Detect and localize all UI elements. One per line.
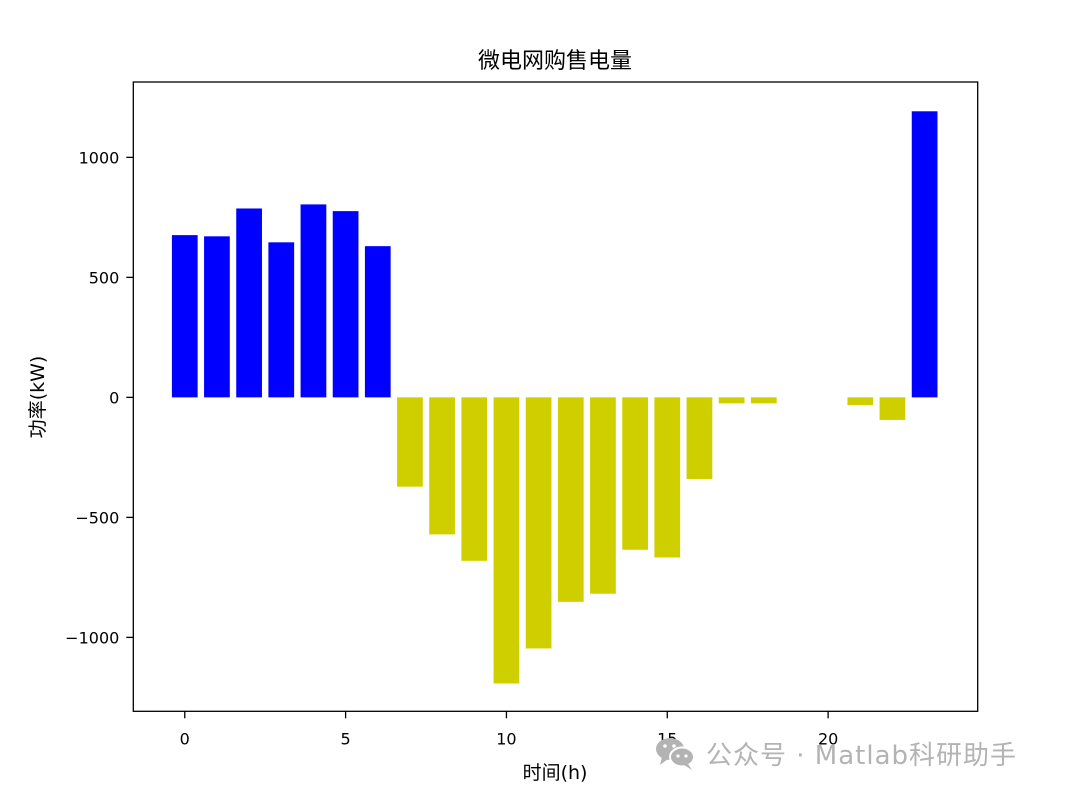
x-tick-label: 10 — [496, 729, 516, 748]
bar-hour-22 — [879, 397, 906, 420]
bar-hour-18 — [750, 397, 777, 404]
y-tick-label: 0 — [109, 388, 119, 407]
bar-hour-12 — [557, 397, 584, 602]
bar-hour-8 — [429, 397, 455, 535]
watermark: 公众号 · Matlab科研助手 — [654, 733, 1017, 773]
wechat-icon — [654, 735, 698, 771]
bar-hour-3 — [268, 242, 295, 398]
bar-hour-21 — [847, 397, 874, 406]
bar-hour-14 — [622, 397, 648, 550]
bar-hour-16 — [686, 397, 713, 479]
bar-hour-1 — [204, 236, 230, 398]
bar-hour-0 — [171, 235, 198, 398]
y-axis-ticks: −1000 −500 0 500 1000 — [65, 148, 134, 647]
y-axis-label: 功率(kW) — [27, 356, 49, 439]
bar-hour-11 — [525, 397, 552, 649]
x-tick-label: 0 — [180, 729, 190, 748]
chart-title: 微电网购售电量 — [478, 49, 632, 74]
axes-frame — [132, 81, 979, 712]
bar-hour-17 — [718, 397, 745, 404]
bar-hour-10 — [493, 397, 520, 684]
y-tick-label: −500 — [75, 508, 119, 527]
bar-hour-13 — [590, 397, 616, 594]
y-tick-label: 500 — [89, 268, 120, 287]
x-axis-label: 时间(h) — [523, 762, 588, 784]
x-tick-label: 20 — [818, 729, 838, 748]
bar-hour-6 — [364, 246, 391, 398]
y-tick-label: −1000 — [65, 628, 119, 647]
bar-hour-4 — [300, 204, 327, 398]
bars-group — [171, 111, 938, 684]
bar-hour-5 — [332, 211, 359, 398]
watermark-text: 公众号 · Matlab科研助手 — [706, 740, 1018, 771]
y-tick-label: 1000 — [79, 148, 120, 167]
bar-hour-9 — [461, 397, 488, 561]
bar-hour-15 — [654, 397, 681, 558]
bar-hour-23 — [911, 111, 938, 398]
x-tick-label: 5 — [341, 729, 351, 748]
bar-hour-2 — [236, 208, 262, 398]
bar-hour-7 — [397, 397, 423, 487]
